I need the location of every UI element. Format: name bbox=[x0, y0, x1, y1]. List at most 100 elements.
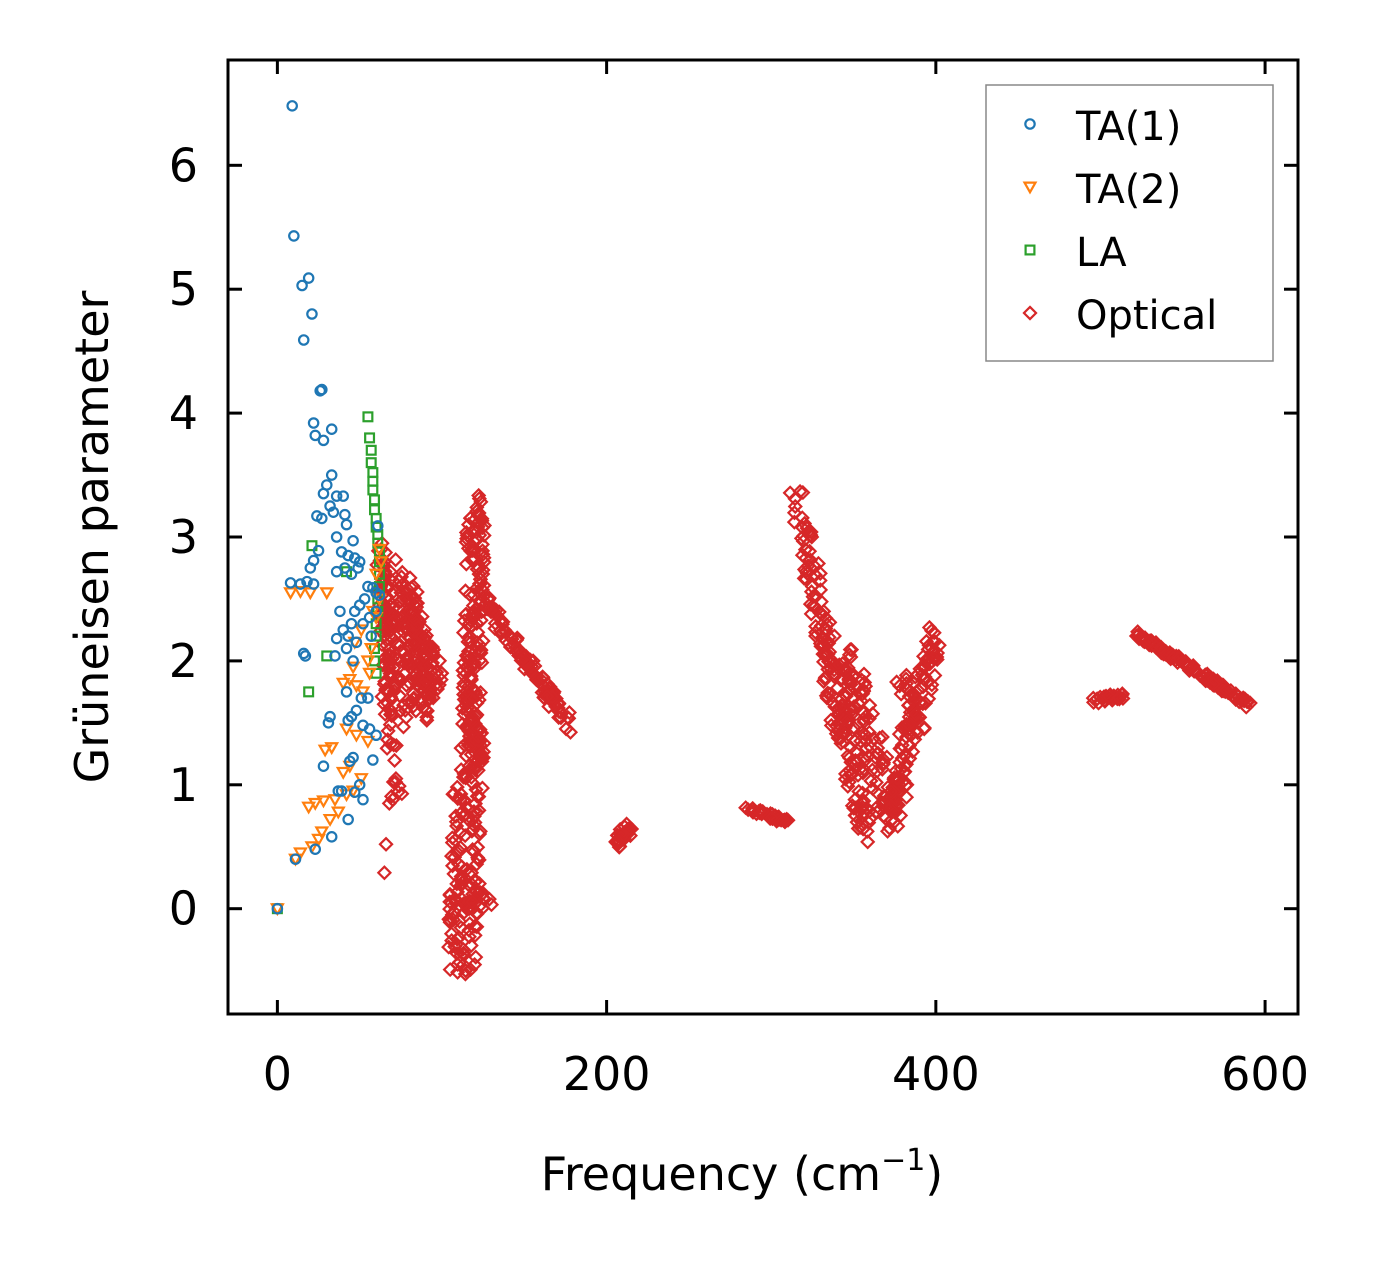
legend-label: TA(1) bbox=[1075, 104, 1181, 150]
optical-point bbox=[416, 648, 432, 664]
optical-point bbox=[802, 596, 819, 612]
optical-point bbox=[473, 642, 489, 658]
optical-point bbox=[479, 600, 495, 616]
optical-point bbox=[845, 722, 861, 738]
ta2-point bbox=[372, 543, 387, 557]
optical-point bbox=[1242, 695, 1258, 711]
optical-point bbox=[837, 660, 853, 676]
y-tick-label: 4 bbox=[169, 386, 198, 440]
optical-point bbox=[442, 961, 458, 978]
optical-point bbox=[467, 927, 483, 943]
optical-point bbox=[467, 716, 483, 732]
optical-point bbox=[821, 635, 837, 651]
ta1-point bbox=[317, 487, 330, 500]
ta1-point bbox=[317, 760, 330, 772]
legend-marker bbox=[1022, 181, 1038, 195]
ta1-point bbox=[304, 562, 317, 574]
legend-marker bbox=[1024, 118, 1036, 130]
optical-point bbox=[463, 672, 480, 688]
optical-point bbox=[851, 783, 867, 800]
optical-point bbox=[409, 595, 426, 611]
optical-point bbox=[887, 814, 903, 830]
optical-point bbox=[1142, 633, 1158, 649]
optical-point bbox=[381, 684, 398, 700]
optical-point bbox=[460, 811, 476, 827]
ta1-point bbox=[294, 578, 307, 590]
optical-point bbox=[442, 901, 458, 917]
optical-point bbox=[460, 630, 476, 646]
optical-point bbox=[388, 552, 404, 568]
optical-point bbox=[455, 679, 471, 696]
ta2-point bbox=[330, 806, 346, 820]
ta1-point bbox=[367, 754, 379, 766]
ta2-point bbox=[353, 624, 369, 638]
ta1-point bbox=[324, 500, 336, 512]
la-point bbox=[362, 411, 374, 423]
optical-point bbox=[393, 593, 409, 609]
optical-point bbox=[455, 662, 471, 678]
ta1-point bbox=[297, 334, 310, 346]
ta2-point bbox=[317, 744, 333, 758]
optical-point bbox=[456, 676, 472, 692]
optical-point bbox=[449, 876, 465, 892]
optical-point bbox=[456, 947, 472, 963]
optical-point bbox=[854, 799, 871, 815]
optical-point bbox=[1115, 690, 1131, 707]
optical-point bbox=[474, 753, 490, 770]
ta1-point bbox=[301, 575, 313, 588]
optical-point bbox=[391, 624, 407, 640]
ta2-point bbox=[360, 735, 376, 749]
optical-point bbox=[475, 562, 491, 578]
ta1-point bbox=[348, 605, 361, 618]
optical-point bbox=[461, 929, 477, 945]
ta1-point bbox=[357, 617, 369, 630]
optical-point bbox=[857, 678, 874, 694]
optical-point bbox=[392, 637, 408, 653]
optical-point bbox=[905, 744, 921, 760]
optical-point bbox=[813, 618, 829, 634]
optical-point bbox=[469, 919, 485, 935]
legend: TA(1) TA(2) LA Optical bbox=[985, 84, 1274, 362]
optical-point bbox=[535, 670, 551, 686]
optical-point bbox=[433, 665, 450, 681]
optical-point bbox=[474, 780, 491, 796]
ta1-point bbox=[365, 630, 377, 642]
ta2-point bbox=[335, 677, 351, 691]
optical-point bbox=[459, 702, 475, 718]
x-tick-label: 200 bbox=[563, 1047, 651, 1101]
axis-ticks: 0 200 400 600 0 1 2 3 4 5 6 bbox=[169, 60, 1309, 1101]
optical-point bbox=[845, 690, 861, 706]
optical-point bbox=[376, 865, 392, 881]
optical-point bbox=[815, 646, 831, 662]
optical-point bbox=[421, 690, 438, 706]
optical-point bbox=[1146, 637, 1162, 653]
optical-point bbox=[480, 590, 496, 607]
optical-point bbox=[855, 682, 872, 698]
optical-point bbox=[449, 844, 465, 861]
optical-point bbox=[1171, 650, 1187, 666]
optical-point bbox=[787, 498, 803, 515]
la-point bbox=[367, 484, 379, 496]
ta1-point bbox=[340, 686, 353, 698]
ta1-point bbox=[327, 506, 340, 518]
optical-point bbox=[454, 700, 471, 716]
optical-point bbox=[900, 697, 917, 714]
optical-point bbox=[381, 660, 398, 676]
ta1-point bbox=[339, 508, 351, 521]
optical-point bbox=[794, 520, 811, 536]
optical-point bbox=[474, 536, 490, 553]
optical-point bbox=[842, 665, 858, 681]
optical-point bbox=[901, 716, 917, 733]
ta1-point bbox=[286, 100, 298, 112]
optical-point bbox=[855, 711, 871, 727]
optical-point bbox=[466, 956, 483, 973]
optical-point bbox=[801, 543, 818, 559]
optical-point bbox=[462, 634, 479, 651]
optical-point bbox=[541, 698, 557, 715]
optical-point bbox=[459, 861, 475, 878]
y-tick-label: 3 bbox=[169, 510, 198, 564]
optical-point bbox=[929, 649, 945, 665]
optical-point bbox=[558, 721, 574, 737]
optical-point bbox=[518, 652, 534, 668]
optical-point bbox=[854, 785, 871, 801]
